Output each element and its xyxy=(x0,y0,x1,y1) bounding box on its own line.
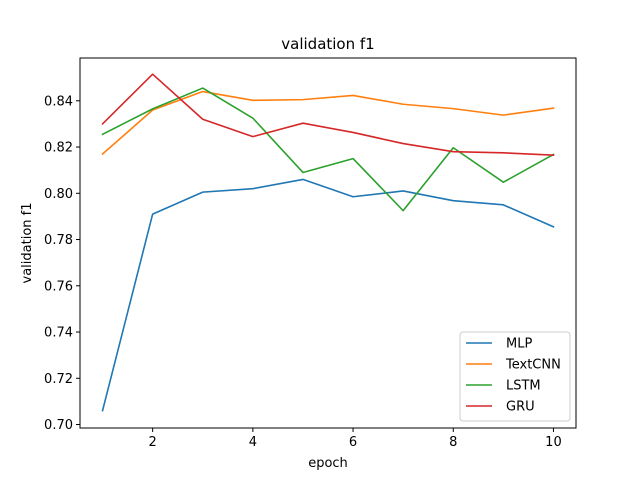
legend-label: TextCNN xyxy=(505,358,561,373)
y-tick-label: 0.76 xyxy=(44,279,73,294)
y-tick-label: 0.80 xyxy=(44,187,73,202)
legend: MLP TextCNN LSTM GRU xyxy=(459,331,571,422)
chart-title: validation f1 xyxy=(281,35,374,53)
legend-label: MLP xyxy=(506,337,532,352)
x-tick-label: 6 xyxy=(349,435,357,450)
x-axis-title: epoch xyxy=(308,456,348,471)
plot-frame xyxy=(79,57,577,429)
x-tick-label: 2 xyxy=(149,435,157,450)
series-line-gru xyxy=(101,73,555,156)
y-axis-title: validation f1 xyxy=(20,203,35,284)
y-tick-label: 0.78 xyxy=(44,233,73,248)
series-line-lstm xyxy=(101,87,555,212)
legend-items: MLP TextCNN LSTM GRU xyxy=(466,337,561,415)
legend-label: GRU xyxy=(506,400,535,415)
x-tick-label: 10 xyxy=(545,435,562,450)
y-tick-label: 0.70 xyxy=(44,418,73,433)
series-line-textcnn xyxy=(101,90,555,156)
y-tick-label: 0.74 xyxy=(44,326,73,341)
y-tick-label: 0.82 xyxy=(44,141,73,156)
legend-label: LSTM xyxy=(506,379,541,394)
series-layer xyxy=(101,73,555,412)
legend-frame xyxy=(459,331,571,422)
y-tick-label: 0.72 xyxy=(44,372,73,387)
x-tick-label: 8 xyxy=(449,435,457,450)
ticks-layer: 2 4 6 8 10 0.70 0.72 0.74 0.76 0.78 0.80 0.82 0.84 xyxy=(44,94,562,450)
series-line-mlp xyxy=(101,178,555,412)
x-tick-label: 4 xyxy=(249,435,257,450)
y-tick-label: 0.84 xyxy=(44,94,73,109)
